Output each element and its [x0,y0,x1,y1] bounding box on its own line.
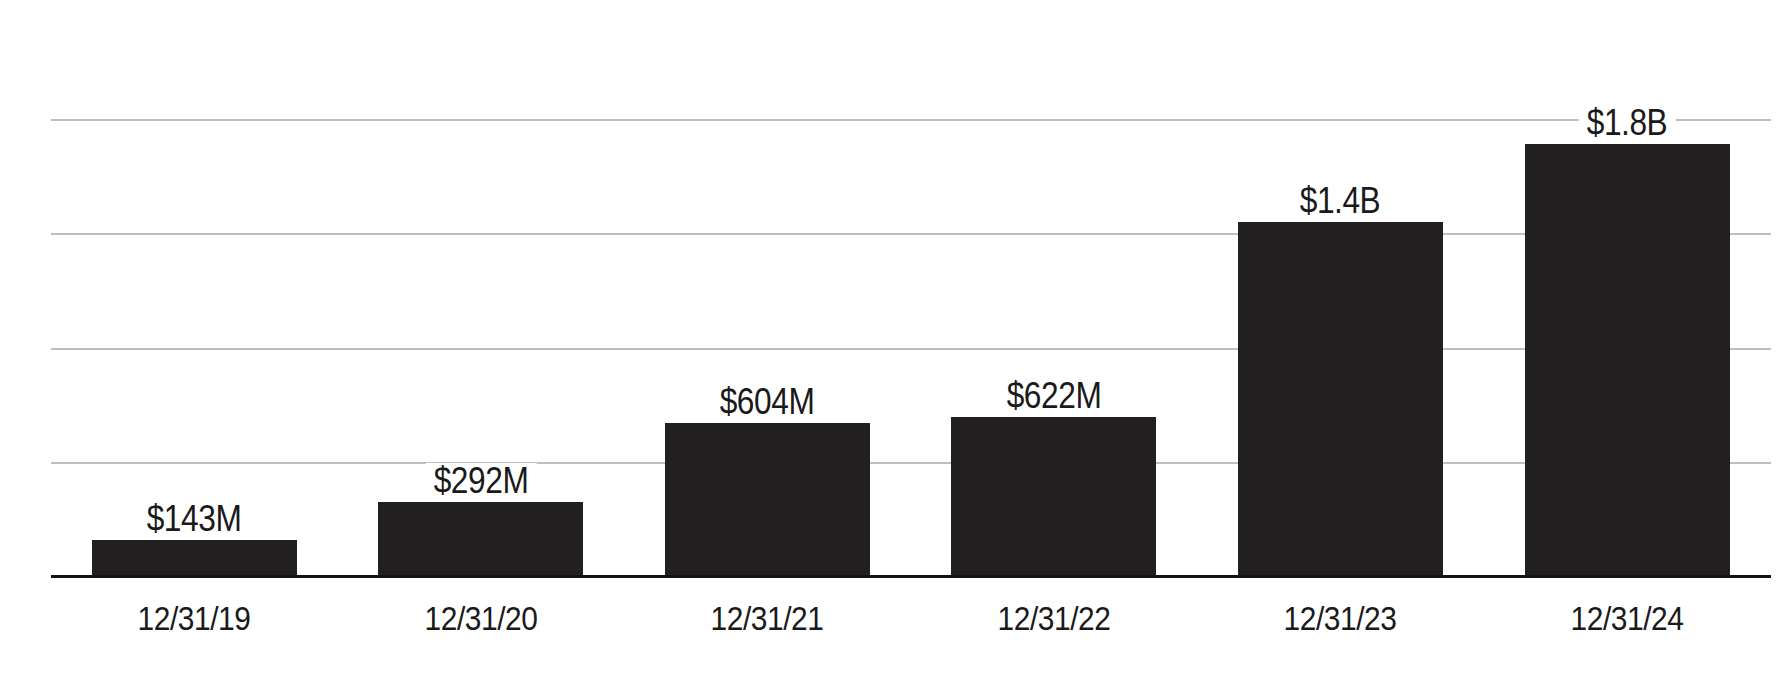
gridline [51,348,1771,350]
bar-value-label: $292M [425,463,536,499]
bar-value-label: $143M [139,501,250,537]
bar-chart: $143M $292M $604M $622M $1.4B $1.8B 12/31/19 1… [0,0,1792,686]
x-axis-tick-label: 12/31/21 [711,601,824,635]
bar [378,502,583,577]
bar [1238,222,1443,577]
x-axis-tick-label: 12/31/19 [138,601,251,635]
x-axis-tick-label: 12/31/24 [1571,601,1684,635]
bar [1525,144,1730,577]
x-axis-tick-label: 12/31/20 [424,601,537,635]
gridline [51,462,1771,464]
bar-value-label: $622M [999,378,1110,414]
bar-value-label: $604M [712,384,823,420]
bar [92,540,297,577]
bar [665,423,870,577]
bar [951,417,1156,577]
x-axis-line [51,575,1771,578]
gridline [51,119,1771,121]
gridline [51,233,1771,235]
x-axis-tick-label: 12/31/23 [1284,601,1397,635]
bar-value-label: $1.4B [1292,183,1388,219]
x-axis-tick-label: 12/31/22 [997,601,1110,635]
bar-value-label: $1.8B [1579,105,1675,141]
